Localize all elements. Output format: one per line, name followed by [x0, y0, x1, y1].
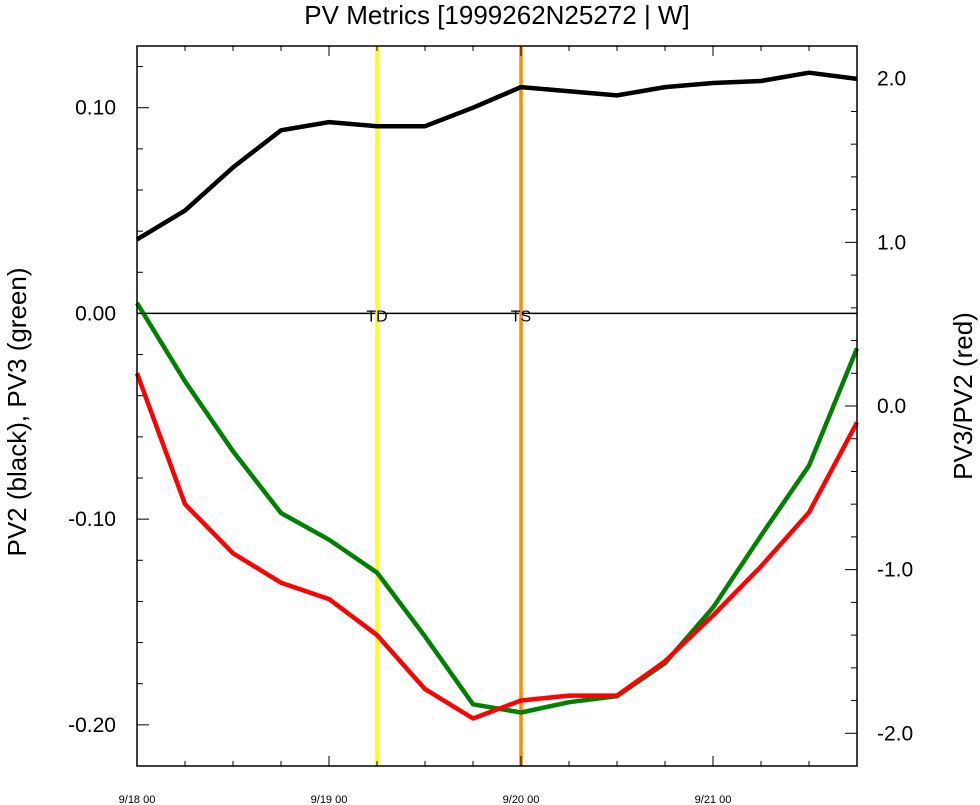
x-tick-label: 9/18 00 — [119, 794, 156, 805]
x-tick-label: 9/21 00 — [695, 794, 732, 805]
annotation-label-ts: TS — [511, 308, 531, 325]
y-tick-label-left: 0.00 — [75, 302, 116, 325]
series-line-0 — [135, 70, 858, 242]
y-tick-label-right: 2.0 — [877, 68, 906, 91]
chart-title: PV Metrics [1999262N25272 | W] — [304, 0, 689, 30]
y-axis-label-left: PV2 (black), PV3 (green) — [2, 267, 32, 556]
y-tick-label-left: 0.10 — [75, 97, 116, 120]
y-tick-label-right: 1.0 — [877, 231, 906, 254]
series-line-1 — [135, 301, 860, 715]
y-tick-label-left: -0.10 — [68, 508, 116, 531]
series-line-2 — [134, 372, 859, 721]
y-tick-label-right: 0.0 — [877, 395, 906, 418]
y-tick-label-right: -1.0 — [877, 559, 913, 582]
plot-frame — [136, 45, 858, 767]
y-tick-label-left: -0.20 — [68, 714, 116, 737]
y-axis-label-right: PV3/PV2 (red) — [948, 312, 978, 480]
x-tick-label: 9/20 00 — [503, 794, 540, 805]
annotation-label-td: TD — [366, 308, 387, 325]
x-tick-label: 9/19 00 — [311, 794, 348, 805]
y-tick-label-right: -2.0 — [877, 722, 913, 745]
